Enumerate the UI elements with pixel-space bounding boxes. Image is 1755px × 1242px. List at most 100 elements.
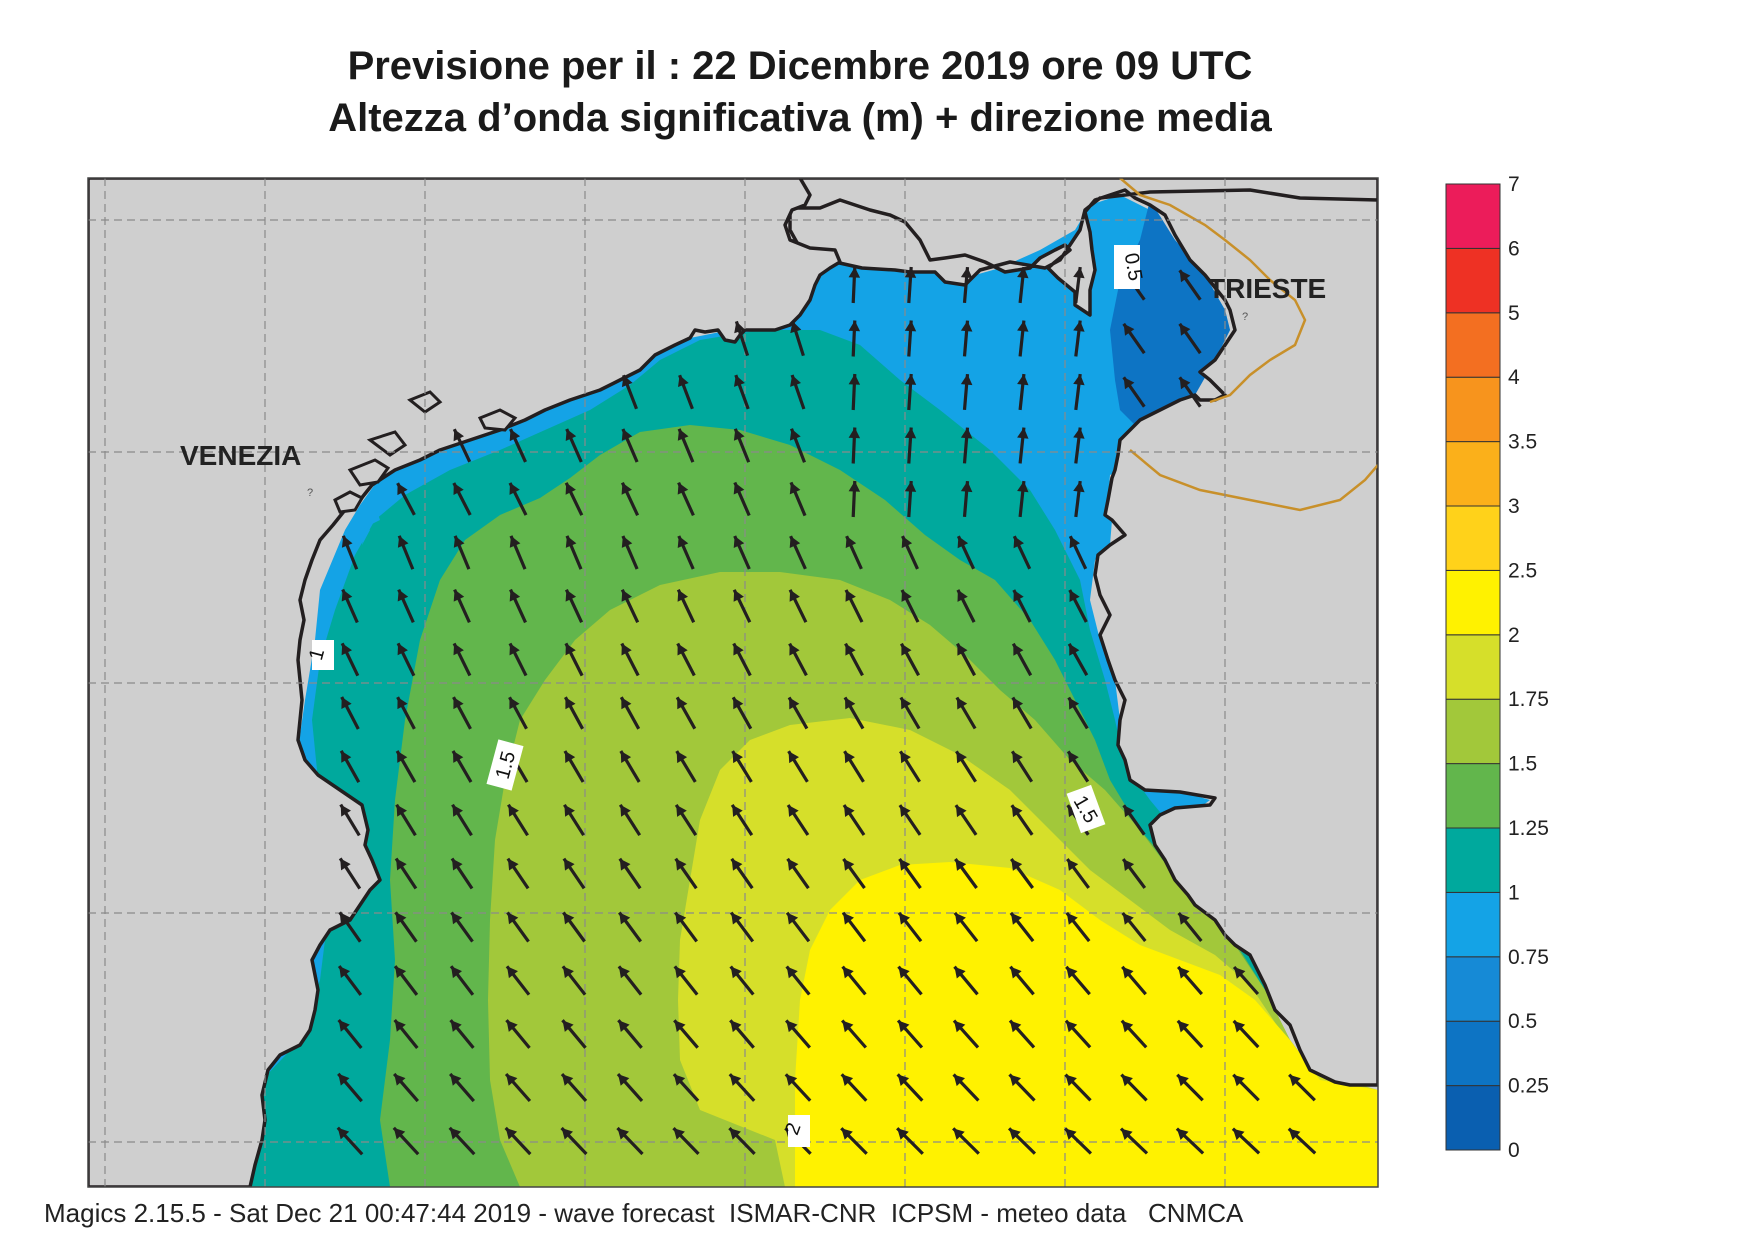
city-label-trieste: TRIESTE bbox=[1208, 273, 1326, 304]
chart-title-forecast-time: Previsione per il : 22 Dicembre 2019 ore… bbox=[347, 44, 1253, 88]
wave-direction-arrowhead bbox=[562, 966, 574, 979]
wave-direction-arrowhead bbox=[451, 966, 462, 979]
wave-direction-arrowhead bbox=[397, 589, 409, 602]
wave-direction-arrowhead bbox=[397, 643, 408, 656]
wave-direction-arrowhead bbox=[1122, 913, 1134, 925]
wave-direction-arrowhead bbox=[453, 750, 464, 763]
wave-direction-arrowhead bbox=[339, 912, 351, 925]
wave-direction-arrowhead bbox=[732, 751, 743, 764]
wave-direction-arrowhead bbox=[786, 966, 798, 979]
wave-direction-arrowhead bbox=[841, 1128, 853, 1140]
wave-direction-arrowhead bbox=[1123, 377, 1135, 390]
colorbar-tick-label: 1.5 bbox=[1508, 753, 1537, 776]
wave-direction-arrowhead bbox=[340, 858, 351, 871]
wave-direction-arrowhead bbox=[954, 966, 966, 979]
wave-direction-arrowhead bbox=[673, 1128, 685, 1140]
wave-direction-arrowhead bbox=[904, 481, 917, 492]
wave-direction-arrowhead bbox=[1073, 374, 1085, 386]
wave-direction-arrowhead bbox=[845, 536, 857, 549]
wave-direction-arrowhead bbox=[675, 912, 687, 925]
wave-direction-arrowhead bbox=[1017, 481, 1029, 493]
wave-direction-arrowhead bbox=[844, 805, 855, 817]
wave-direction-arrowhead bbox=[733, 428, 745, 441]
wave-direction-arrowhead bbox=[565, 643, 576, 656]
wave-direction-arrowhead bbox=[956, 751, 967, 764]
wave-direction-arrowhead bbox=[508, 804, 519, 817]
wave-direction-arrowhead bbox=[621, 482, 632, 495]
wave-direction-arrowhead bbox=[453, 589, 465, 602]
wave-direction-arrows bbox=[336, 266, 1317, 1156]
wave-direction-arrowhead bbox=[1288, 1128, 1301, 1141]
wave-direction-arrowhead bbox=[1123, 859, 1135, 871]
wave-direction-arrowhead bbox=[506, 1020, 518, 1032]
wave-direction-arrowhead bbox=[394, 1020, 406, 1032]
wave-direction-arrowhead bbox=[509, 429, 521, 442]
wave-direction-arrowhead bbox=[453, 535, 465, 548]
wave-direction-arrowhead bbox=[1017, 320, 1029, 332]
wave-direction-arrowhead bbox=[677, 589, 688, 602]
colorbar-swatch bbox=[1445, 441, 1501, 507]
wave-direction-arrowhead bbox=[1179, 323, 1191, 336]
wave-direction-arrowhead bbox=[1179, 270, 1191, 283]
wave-direction-arrowhead bbox=[954, 1020, 966, 1033]
wave-direction-arrowhead bbox=[565, 589, 577, 602]
colorbar-swatch bbox=[1445, 634, 1501, 700]
map-frame bbox=[87, 177, 1379, 1188]
wave-direction-arrowhead bbox=[451, 912, 463, 925]
wave-direction-arrowhead bbox=[730, 1020, 742, 1033]
wave-direction-arrowhead bbox=[955, 859, 967, 871]
wave-direction-arrowhead bbox=[621, 429, 633, 441]
colorbar-tick-label: 2.5 bbox=[1508, 559, 1537, 582]
wave-direction-arrowhead bbox=[338, 1073, 350, 1086]
colorbar-swatch bbox=[1445, 827, 1501, 893]
wave-direction-arrowhead bbox=[452, 858, 463, 871]
wave-direction-arrowhead bbox=[789, 643, 800, 656]
colorbar-swatch bbox=[1445, 247, 1501, 314]
colorbar-tick-label: 5 bbox=[1508, 302, 1520, 325]
wave-direction-arrowhead bbox=[953, 1128, 965, 1140]
wave-direction-arrowhead bbox=[395, 912, 407, 925]
wave-direction-arrowhead bbox=[848, 481, 861, 492]
national-border-south bbox=[1129, 449, 1378, 512]
wave-direction-arrowhead bbox=[787, 858, 799, 871]
wave-direction-arrowhead bbox=[509, 643, 520, 656]
wave-direction-arrowhead bbox=[848, 320, 861, 332]
wave-direction-arrowhead bbox=[960, 481, 973, 493]
wave-direction-arrowhead bbox=[1013, 590, 1024, 602]
colorbar-swatch bbox=[1445, 312, 1501, 378]
wave-direction-arrowhead bbox=[1012, 751, 1023, 764]
wave-direction-arrowhead bbox=[341, 643, 352, 656]
wave-direction-arrowhead bbox=[395, 966, 407, 978]
wave-direction-arrowhead bbox=[617, 1128, 629, 1140]
wave-direction-arrowhead bbox=[619, 858, 631, 871]
wave-direction-arrowhead bbox=[904, 267, 917, 278]
wave-direction-arrowhead bbox=[341, 589, 353, 602]
colorbar-tick-label: 6 bbox=[1508, 237, 1520, 260]
colorbar-swatch bbox=[1445, 763, 1501, 829]
wave-direction-arrowhead bbox=[1123, 323, 1135, 336]
wave-direction-arrowhead bbox=[901, 643, 912, 656]
wave-direction-arrowhead bbox=[619, 912, 631, 925]
wave-direction-arrowhead bbox=[899, 805, 911, 817]
wave-direction-arrowhead bbox=[789, 428, 801, 441]
wave-direction-arrowhead bbox=[1010, 1020, 1022, 1033]
wave-direction-arrowhead bbox=[1123, 805, 1135, 818]
wave-direction-arrowhead bbox=[960, 427, 973, 439]
wave-direction-arrowhead bbox=[956, 697, 968, 710]
wave-direction-arrowhead bbox=[842, 1020, 854, 1033]
wave-direction-arrowhead bbox=[621, 697, 632, 710]
wave-direction-arrowhead bbox=[1233, 1020, 1246, 1033]
wave-direction-arrowhead bbox=[393, 1127, 406, 1140]
wave-direction-arrowhead bbox=[676, 751, 688, 764]
wave-direction-arrowhead bbox=[1068, 751, 1079, 764]
national-border bbox=[1119, 178, 1307, 404]
wave-direction-arrowhead bbox=[1232, 1128, 1245, 1141]
wave-direction-arrowhead bbox=[453, 697, 464, 710]
svg-text:0.5: 0.5 bbox=[1120, 251, 1146, 282]
wave-direction-arrowhead bbox=[509, 589, 521, 602]
wave-direction-arrowhead bbox=[953, 1074, 965, 1087]
trieste-marker: ? bbox=[1242, 311, 1248, 323]
wave-direction-arrowhead bbox=[564, 804, 575, 817]
wave-direction-arrowhead bbox=[677, 428, 689, 441]
wave-direction-arrowhead bbox=[788, 805, 799, 817]
